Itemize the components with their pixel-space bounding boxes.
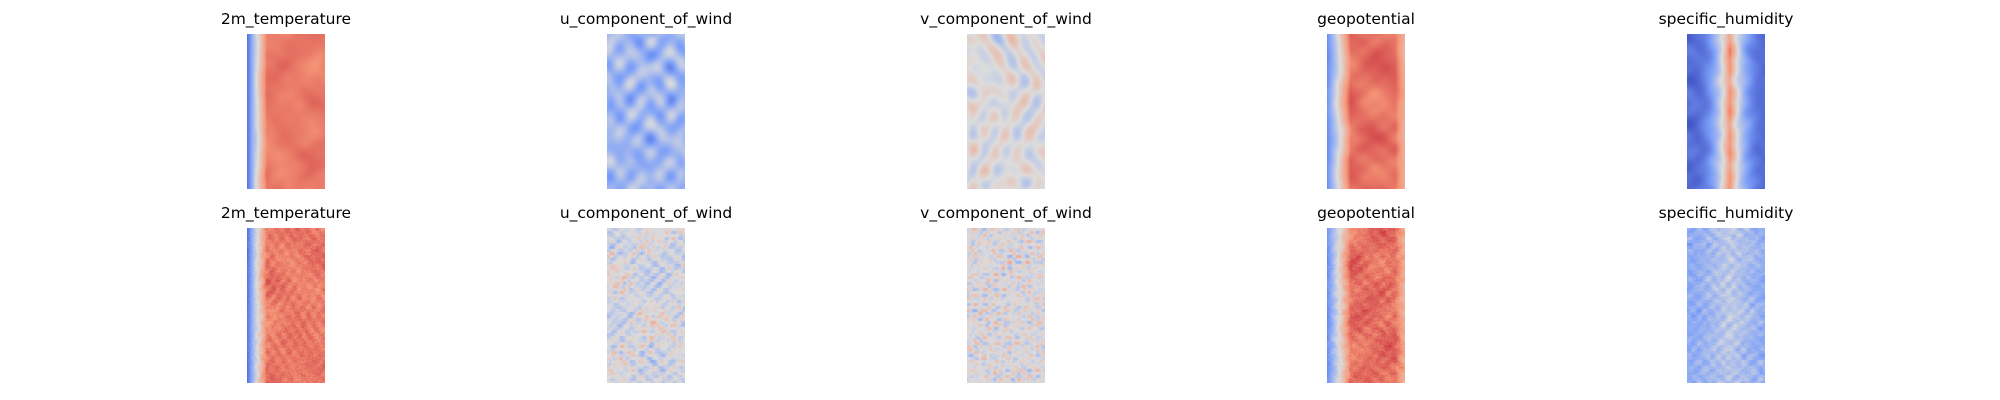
panel-row2-geopotential: geopotential	[1266, 204, 1466, 383]
heatmap-specific-humidity	[1687, 228, 1765, 383]
heatmap-geopotential	[1327, 34, 1405, 189]
heatmap-2m-temperature	[247, 34, 325, 189]
panel-row1-geopotential: geopotential	[1266, 10, 1466, 189]
panel-title: 2m_temperature	[220, 204, 352, 222]
panel-row2-v-component-of-wind: v_component_of_wind	[906, 204, 1106, 383]
panel-title: specific_humidity	[1658, 204, 1794, 222]
heatmap-specific-humidity	[1687, 34, 1765, 189]
panel-title: v_component_of_wind	[920, 10, 1092, 28]
panel-title: specific_humidity	[1658, 10, 1794, 28]
heatmap-2m-temperature	[247, 228, 325, 383]
heatmap-v-component-of-wind	[967, 34, 1045, 189]
panel-title: geopotential	[1317, 10, 1415, 28]
heatmap-geopotential	[1327, 228, 1405, 383]
panel-row2-2m-temperature: 2m_temperature	[186, 204, 386, 383]
panel-row2-u-component-of-wind: u_component_of_wind	[546, 204, 746, 383]
panel-row2-specific-humidity: specific_humidity	[1626, 204, 1826, 383]
panel-title: v_component_of_wind	[920, 204, 1092, 222]
panel-title: geopotential	[1317, 204, 1415, 222]
heatmap-u-component-of-wind	[607, 34, 685, 189]
heatmap-v-component-of-wind	[967, 228, 1045, 383]
panel-row1-specific-humidity: specific_humidity	[1626, 10, 1826, 189]
panel-row1-u-component-of-wind: u_component_of_wind	[546, 10, 746, 189]
panel-title: 2m_temperature	[220, 10, 352, 28]
panel-row1-2m-temperature: 2m_temperature	[186, 10, 386, 189]
heatmap-u-component-of-wind	[607, 228, 685, 383]
panel-title: u_component_of_wind	[559, 204, 733, 222]
panel-title: u_component_of_wind	[559, 10, 733, 28]
panel-row1-v-component-of-wind: v_component_of_wind	[906, 10, 1106, 189]
